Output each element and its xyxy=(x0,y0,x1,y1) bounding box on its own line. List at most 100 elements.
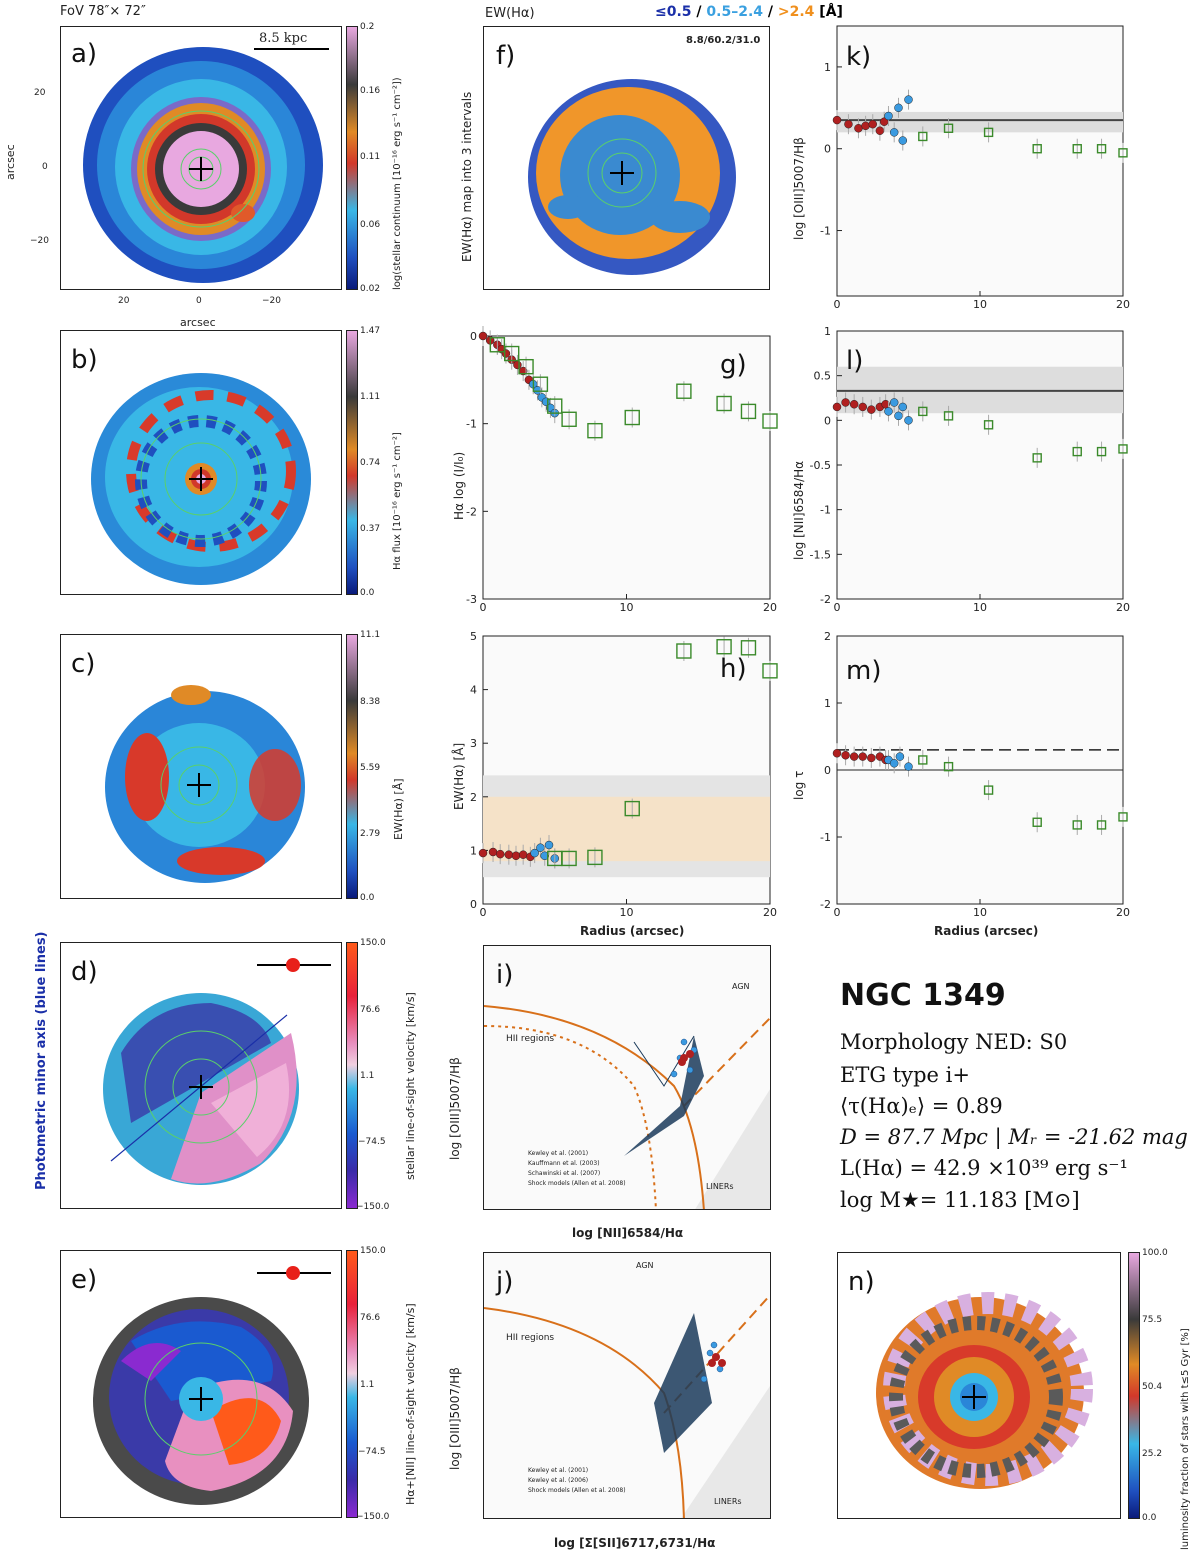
a-xtick-2: 0 xyxy=(196,296,202,306)
d-side-label: Photometric minor axis (blue lines) xyxy=(34,931,49,1190)
h-point-2-4 xyxy=(676,643,692,659)
j-xlabel: log [Σ[SII]6717,6731/Hα xyxy=(554,1536,716,1550)
l-point-0-4 xyxy=(867,405,876,414)
j-agn: AGN xyxy=(636,1261,654,1270)
panel-d-letter: d) xyxy=(71,957,98,987)
l-ytick-label-4: -1 xyxy=(820,504,831,517)
m-point-1-3 xyxy=(904,762,913,771)
m-ytick-label-4: -2 xyxy=(820,898,831,911)
h-point-2-1 xyxy=(561,850,577,867)
n-colorbar xyxy=(1128,1252,1140,1519)
panel-c-ew-map: c) xyxy=(60,634,342,899)
l-point-0-2 xyxy=(849,400,859,409)
m-ytick-label-1: 1 xyxy=(824,697,831,710)
i-legend-1: Kewley et al. (2001) xyxy=(528,1150,589,1157)
m-point-0-0 xyxy=(832,749,842,758)
l-ytick-label-6: -2 xyxy=(820,593,831,606)
l-xtick-label-0: 0 xyxy=(834,601,841,614)
i-hii: HII regions xyxy=(506,1034,555,1044)
h-ylabel: EW(Hα) [Å] xyxy=(452,742,466,810)
b-cbar-tick-2: 1.11 xyxy=(360,392,381,402)
d-cbar-tick-2: 76.6 xyxy=(360,1005,381,1015)
a-cbar-tick-2: 0.16 xyxy=(360,86,381,96)
m-point-0-2 xyxy=(849,752,859,761)
i-legend-4: Shock models (Allen et al. 2008) xyxy=(528,1180,626,1187)
k-ytick-label-0: 1 xyxy=(824,61,831,74)
h-point-2-3 xyxy=(624,800,640,817)
panel-a-letter: a) xyxy=(71,39,98,69)
panel-l-letter: l) xyxy=(846,346,864,376)
panel-b-svg xyxy=(91,373,311,585)
m-xlabel: Radius (arcsec) xyxy=(934,924,1039,938)
h-ytick-label-1: 1 xyxy=(470,844,477,857)
l-ytick-label-0: 1 xyxy=(824,325,831,338)
a-cbar-tick-5: 0.02 xyxy=(360,284,381,294)
g-point-2-1 xyxy=(504,345,520,362)
g-xtick-label-0: 0 xyxy=(480,601,487,614)
panel-i-bpt-nii: AGN HII regions LINERs Kewley et al. (20… xyxy=(483,945,771,1210)
l-point-0-3 xyxy=(858,402,867,412)
m-point-2-2 xyxy=(983,785,994,795)
panel-f-letter: f) xyxy=(496,41,516,71)
j-ylabel: log [OIII]5007/Hβ xyxy=(448,1367,462,1470)
m-xtick-label-1: 10 xyxy=(973,906,987,919)
a-ytick-3: −20 xyxy=(30,236,49,246)
g-ytick-label-3: -3 xyxy=(466,593,477,606)
h-xtick-label-0: 0 xyxy=(480,906,487,919)
a-cbar-tick-4: 0.06 xyxy=(360,220,381,230)
h-point-0-5 xyxy=(518,850,528,859)
ew-legend: ≤0.5 / 0.5–2.4 / >2.4 [Å] xyxy=(655,4,843,20)
h-point-2-2 xyxy=(587,849,603,866)
b-colorbar xyxy=(346,330,358,595)
panel-i-svg xyxy=(484,1005,770,1209)
ew-legend-high: >2.4 xyxy=(777,4,815,20)
i-agn: AGN xyxy=(732,982,750,991)
d-cbar-tick-1: 150.0 xyxy=(360,938,386,948)
k-point-2-1 xyxy=(943,123,954,133)
b-cbar-tick-4: 0.37 xyxy=(360,524,381,534)
ew-legend-mid: 0.5–2.4 xyxy=(706,4,764,20)
panel-f-svg xyxy=(528,79,736,275)
k-ytick-label-2: -1 xyxy=(820,225,831,238)
h-point-0-1 xyxy=(488,847,498,857)
scale-label: 8.5 kpc xyxy=(259,31,308,46)
h-point-1-1 xyxy=(536,843,545,852)
k-point-2-6 xyxy=(1118,148,1128,158)
l-point-0-6 xyxy=(881,400,890,409)
h-point-0-0 xyxy=(478,848,488,858)
galaxy-tau: ⟨τ(Hα)ₑ⟩ = 0.89 xyxy=(840,1094,1003,1118)
k-xtick-label-2: 20 xyxy=(1116,298,1130,311)
j-legend-1: Kewley et al. (2001) xyxy=(528,1467,589,1474)
panel-k-letter: k) xyxy=(846,42,872,72)
h-xlabel: Radius (arcsec) xyxy=(580,924,685,938)
g-point-2-6 xyxy=(587,422,603,439)
panel-e-gas-velocity-map: e) xyxy=(60,1250,342,1518)
k-ytick-label-1: 0 xyxy=(824,143,831,156)
a-cbar-tick-1: 0.2 xyxy=(360,22,375,32)
k-point-1-2 xyxy=(894,103,903,113)
c-cbar-tick-3: 5.59 xyxy=(360,763,381,773)
d-cbar-label: stellar line-of-sight velocity [km/s] xyxy=(404,992,417,1180)
l-point-2-1 xyxy=(943,411,954,421)
l-xtick-label-2: 20 xyxy=(1116,601,1130,614)
n-cbar-tick-3: 50.4 xyxy=(1142,1382,1163,1392)
l-point-1-0 xyxy=(884,407,893,416)
k-xtick-label-0: 0 xyxy=(834,298,841,311)
d-colorbar xyxy=(346,942,358,1209)
g-point-2-10 xyxy=(740,403,757,420)
k-point-0-1 xyxy=(844,119,853,129)
n-cbar-tick-2: 75.5 xyxy=(1142,1315,1163,1325)
l-point-1-2 xyxy=(894,411,903,421)
l-xtick-label-1: 10 xyxy=(973,601,987,614)
j-liner: LINERs xyxy=(714,1497,742,1506)
panel-n-young-star-fraction-map: n) xyxy=(837,1252,1121,1519)
k-point-1-4 xyxy=(904,95,913,104)
b-cbar-tick-3: 0.74 xyxy=(360,458,381,468)
d-cbar-tick-3: 1.1 xyxy=(360,1071,375,1081)
m-xtick-label-0: 0 xyxy=(834,906,841,919)
panel-f-ew-interval-map: 8.8/60.2/31.0 f) xyxy=(483,26,770,290)
panel-j-letter: j) xyxy=(496,1267,514,1297)
c-cbar-tick-1: 11.1 xyxy=(360,630,381,640)
m-ytick-label-2: 0 xyxy=(824,764,831,777)
